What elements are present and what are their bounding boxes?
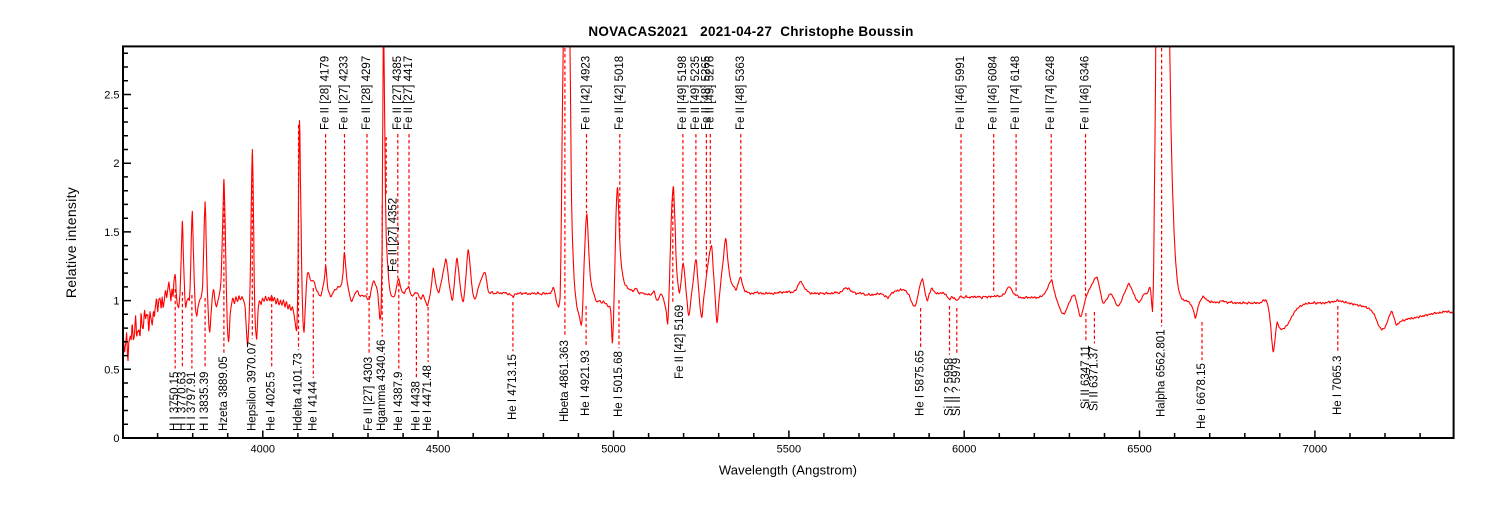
svg-text:H I 3770.63: H I 3770.63	[176, 372, 188, 431]
svg-text:He I 4387.9: He I 4387.9	[393, 372, 405, 431]
svg-text:Fe II [42] 4923: Fe II [42] 4923	[581, 56, 593, 130]
svg-text:2: 2	[113, 158, 119, 170]
svg-text:Fe II [27] 4233: Fe II [27] 4233	[339, 56, 351, 130]
svg-text:Si II ? 5979: Si II ? 5979	[951, 358, 963, 416]
svg-text:Fe II [49] 5276: Fe II [49] 5276	[704, 56, 716, 130]
svg-text:7000: 7000	[1303, 444, 1327, 456]
svg-text:H I 3797.91: H I 3797.91	[186, 372, 198, 431]
svg-text:Fe II [49] 5198: Fe II [49] 5198	[677, 56, 689, 130]
svg-text:He I 4471.48: He I 4471.48	[422, 365, 434, 431]
svg-text:Fe II [27] 4385: Fe II [27] 4385	[392, 56, 404, 130]
svg-text:Fe II [49] 5235: Fe II [49] 5235	[690, 56, 702, 130]
svg-text:6000: 6000	[952, 444, 976, 456]
svg-text:Wavelength (Angstrom): Wavelength (Angstrom)	[719, 462, 857, 477]
svg-text:Fe II [46] 6084: Fe II [46] 6084	[988, 55, 1000, 130]
svg-text:5500: 5500	[777, 444, 801, 456]
svg-text:Fe II [42] 5018: Fe II [42] 5018	[614, 56, 626, 130]
svg-text:2.5: 2.5	[104, 90, 119, 102]
svg-text:4000: 4000	[251, 444, 275, 456]
svg-text:Hdelta 4101.73: Hdelta 4101.73	[293, 353, 305, 431]
svg-text:Fe II [27] 4417: Fe II [27] 4417	[403, 56, 415, 130]
svg-text:Fe II [48] 5265: Fe II [48] 5265	[700, 56, 712, 130]
svg-text:Hzeta 3889.05: Hzeta 3889.05	[218, 356, 230, 431]
svg-text:1: 1	[113, 296, 119, 308]
svg-text:H I 3835.39: H I 3835.39	[199, 372, 211, 431]
svg-text:Hepsilon 3970.07: Hepsilon 3970.07	[246, 341, 258, 431]
svg-text:NOVACAS2021 2021-04-27 Chri: NOVACAS2021 2021-04-27 Christophe Boussi…	[588, 24, 913, 39]
svg-text:Fe II [42] 5169: Fe II [42] 5169	[674, 305, 686, 379]
svg-text:He I 4025.5: He I 4025.5	[266, 372, 278, 431]
svg-text:5000: 5000	[601, 444, 625, 456]
svg-text:Fe II [46] 5991: Fe II [46] 5991	[955, 56, 967, 130]
svg-text:Fe II [46] 6346: Fe II [46] 6346	[1080, 56, 1092, 130]
svg-text:He I 4921.93: He I 4921.93	[580, 350, 592, 416]
svg-text:He I 4713.15: He I 4713.15	[507, 354, 519, 420]
svg-text:Fe II [74] 6248: Fe II [74] 6248	[1045, 56, 1057, 130]
svg-text:He I 5875.65: He I 5875.65	[915, 350, 927, 416]
svg-text:1.5: 1.5	[104, 227, 119, 239]
svg-text:Fe II [27] 4303: Fe II [27] 4303	[363, 357, 375, 431]
svg-text:Fe II [48] 5363: Fe II [48] 5363	[735, 56, 747, 130]
svg-text:He I 4144: He I 4144	[307, 381, 319, 431]
svg-text:He I 4438: He I 4438	[410, 381, 422, 431]
svg-text:0: 0	[113, 433, 119, 445]
svg-text:Fe II [28] 4179: Fe II [28] 4179	[320, 56, 332, 130]
svg-text:Si II ? 5958: Si II ? 5958	[944, 358, 956, 416]
svg-text:0.5: 0.5	[104, 364, 119, 376]
svg-text:He I 6678.15: He I 6678.15	[1196, 363, 1208, 429]
svg-text:Fe II [74] 6148: Fe II [74] 6148	[1010, 56, 1022, 130]
svg-text:H I 3750.15: H I 3750.15	[169, 372, 181, 431]
svg-text:Si II 6347.11: Si II 6347.11	[1080, 345, 1092, 409]
svg-text:6500: 6500	[1127, 444, 1151, 456]
svg-text:Relative intensity: Relative intensity	[63, 187, 79, 298]
svg-text:4500: 4500	[426, 444, 450, 456]
svg-text:He I 5015.68: He I 5015.68	[613, 351, 625, 417]
svg-text:Hbeta 4861.363: Hbeta 4861.363	[559, 340, 571, 422]
svg-text:Fe II [28] 4297: Fe II [28] 4297	[361, 56, 373, 130]
svg-text:Fe II [27] 4352: Fe II [27] 4352	[388, 198, 400, 272]
svg-text:Halpha 6562.801: Halpha 6562.801	[1156, 329, 1168, 417]
svg-text:Hgamma 4340.46: Hgamma 4340.46	[376, 340, 388, 431]
svg-text:He I 7065.3: He I 7065.3	[1332, 356, 1344, 415]
svg-text:Si II 6371.37: Si II 6371.37	[1088, 346, 1100, 411]
